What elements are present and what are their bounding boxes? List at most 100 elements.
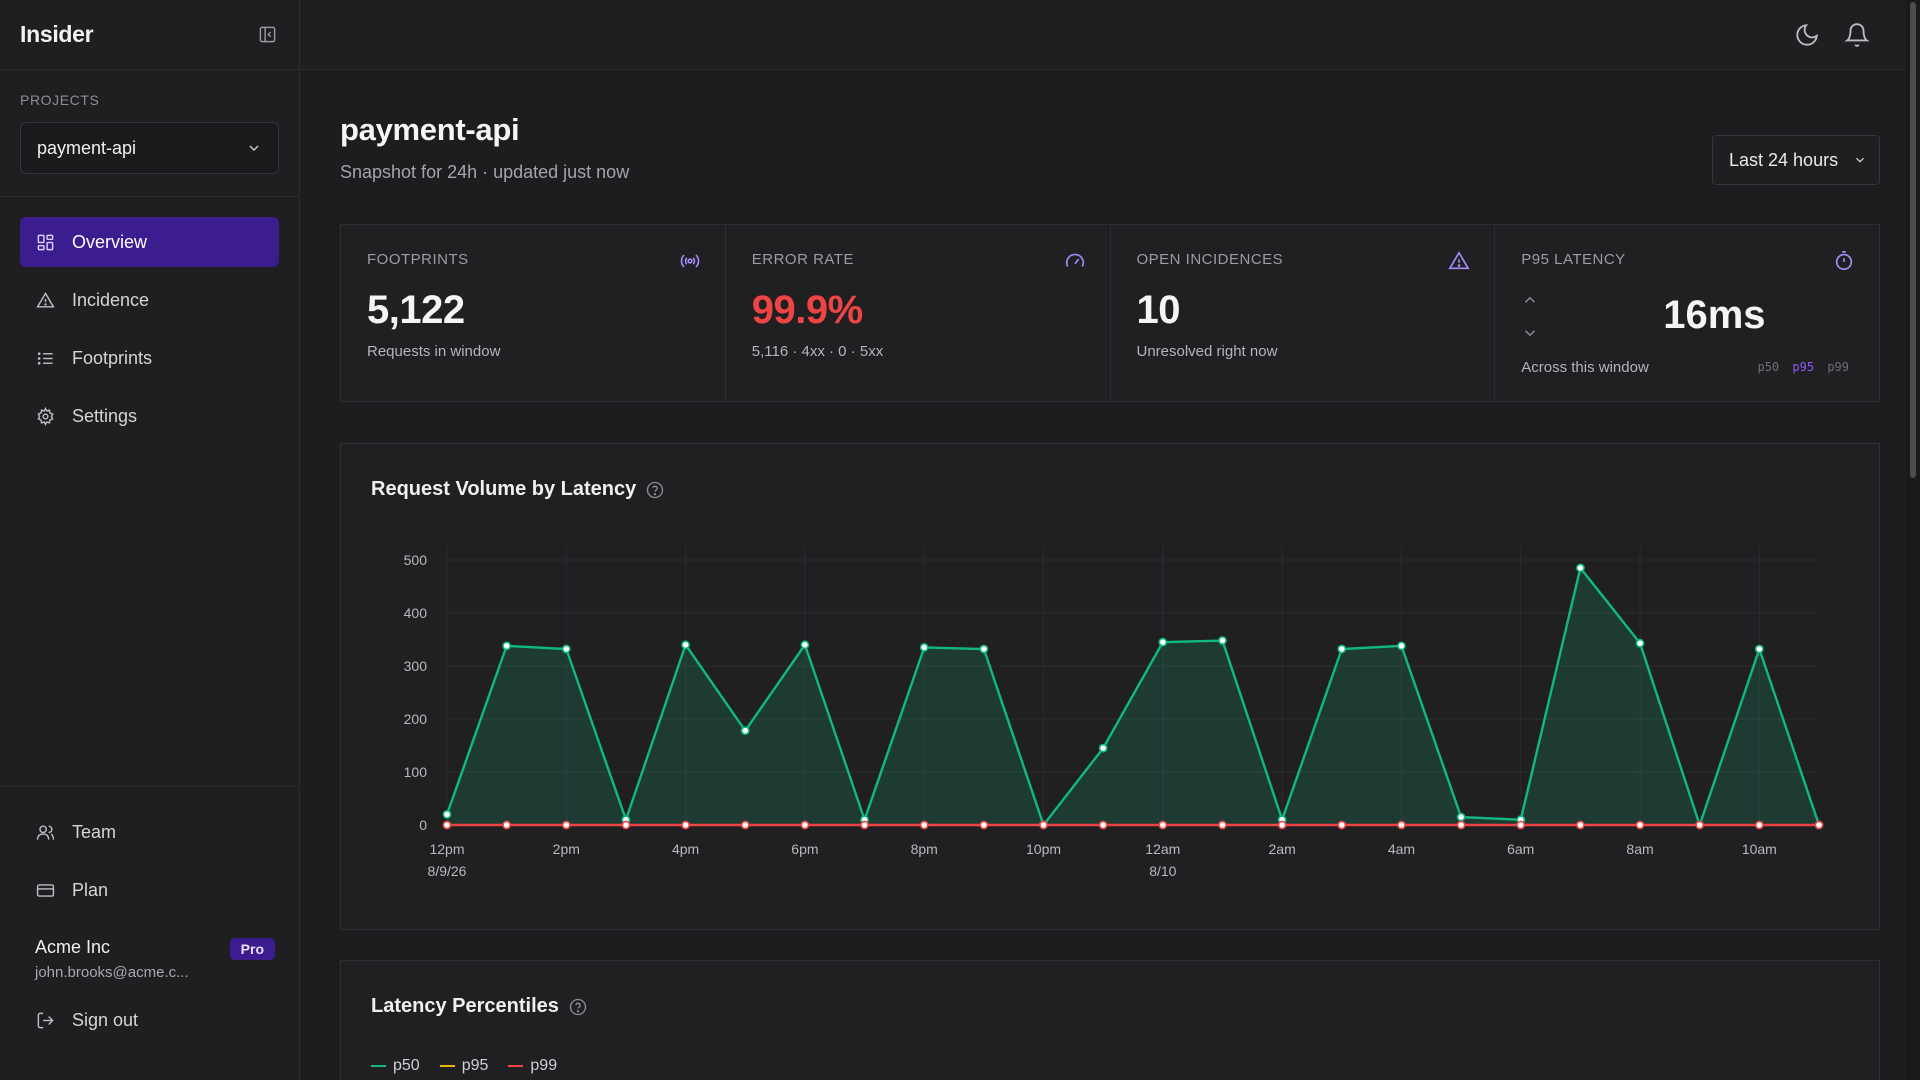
data-point[interactable] <box>1098 820 1108 830</box>
theme-toggle-button[interactable] <box>1794 22 1820 48</box>
kpi-p95-latency: P95 LATENCY 16ms Across this window p50 … <box>1495 225 1879 401</box>
data-point[interactable] <box>1397 820 1406 830</box>
account-card[interactable]: Acme Inc john.brooks@acme.c... Pro <box>20 923 280 995</box>
data-point[interactable] <box>442 820 452 830</box>
data-point[interactable] <box>681 640 691 650</box>
kpi-label: P95 LATENCY <box>1521 251 1626 268</box>
data-point[interactable] <box>1397 641 1406 651</box>
gear-icon <box>34 405 56 427</box>
data-point[interactable] <box>442 809 452 819</box>
nav-item-overview[interactable]: Overview <box>20 217 279 267</box>
legend-label: p50 <box>393 1057 420 1074</box>
data-point[interactable] <box>1158 637 1168 647</box>
notifications-button[interactable] <box>1844 22 1870 48</box>
data-point[interactable] <box>1337 644 1347 654</box>
chevron-down-icon[interactable] <box>1521 326 1539 340</box>
data-point[interactable] <box>1158 820 1168 830</box>
legend-item-p95[interactable]: p95 <box>439 1057 488 1075</box>
sign-out-button[interactable]: Sign out <box>20 995 280 1045</box>
chevron-up-icon[interactable] <box>1521 293 1539 307</box>
nav-item-incidence[interactable]: Incidence <box>20 275 279 325</box>
data-point[interactable] <box>979 644 989 654</box>
kpi-value: 99.9% <box>751 288 863 332</box>
data-point[interactable] <box>1754 820 1764 830</box>
data-point[interactable] <box>1456 820 1466 830</box>
project-select-value: payment-api <box>37 137 137 158</box>
data-point[interactable] <box>1218 636 1227 645</box>
data-point[interactable] <box>1754 644 1764 654</box>
nav-item-label: Overview <box>72 231 148 252</box>
help-icon[interactable] <box>569 998 587 1016</box>
broadcast-icon <box>680 254 700 268</box>
data-point[interactable] <box>1456 812 1466 822</box>
data-point[interactable] <box>1814 820 1824 830</box>
data-point[interactable] <box>1039 820 1048 830</box>
scrollbar-thumb[interactable] <box>1910 2 1916 478</box>
account-email: john.brooks@acme.c... <box>35 964 189 981</box>
collapse-sidebar-button[interactable] <box>255 23 279 47</box>
data-point[interactable] <box>1635 820 1645 830</box>
data-point[interactable] <box>502 641 512 651</box>
x-tick-sublabel: 8/9/26 <box>428 863 467 879</box>
data-point[interactable] <box>860 820 869 830</box>
x-tick-label: 4pm <box>672 841 699 857</box>
nav-item-footprints[interactable]: Footprints <box>20 333 279 383</box>
data-point[interactable] <box>1098 743 1108 753</box>
data-point[interactable] <box>979 820 989 830</box>
data-point[interactable] <box>561 820 571 830</box>
data-point[interactable] <box>1516 820 1526 830</box>
data-point[interactable] <box>1218 820 1227 830</box>
request-volume-card: Request Volume by Latency 0 100 200 300 400 5… <box>340 443 1880 930</box>
sidebar-collapse-icon <box>259 26 275 43</box>
data-point[interactable] <box>740 820 750 830</box>
sidebar: Insider PROJECTS payment-api Overview In… <box>0 0 300 1080</box>
moon-icon <box>1796 24 1818 46</box>
x-tick-label: 2pm <box>553 841 580 857</box>
projects-label: PROJECTS <box>20 92 100 108</box>
data-point[interactable] <box>1277 820 1287 830</box>
nav-item-label: Incidence <box>72 289 150 310</box>
data-point[interactable] <box>502 820 512 830</box>
help-icon[interactable] <box>646 481 664 499</box>
data-point[interactable] <box>800 820 810 830</box>
page-scrollbar[interactable] <box>1906 0 1920 1080</box>
data-point[interactable] <box>1635 638 1645 648</box>
kpi-value: 5,122 <box>367 288 465 332</box>
data-point[interactable] <box>740 726 750 736</box>
data-point[interactable] <box>681 820 691 830</box>
legend-swatch <box>371 1065 386 1067</box>
time-range-select[interactable]: Last 24 hours <box>1712 135 1880 185</box>
latency-percentiles-card: Latency Percentiles p50 p95 p99 <box>340 960 1880 1080</box>
main-nav: Overview Incidence Footprints Settings <box>0 197 299 469</box>
data-point[interactable] <box>561 644 571 654</box>
percentile-option-p50[interactable]: p50 <box>1757 360 1780 374</box>
warning-triangle-icon <box>1448 251 1470 270</box>
legend-item-p99[interactable]: p99 <box>508 1057 557 1075</box>
y-tick-label: 300 <box>404 658 428 674</box>
nav-item-settings[interactable]: Settings <box>20 391 279 441</box>
percentile-stepper[interactable] <box>1521 293 1541 343</box>
data-point[interactable] <box>1337 820 1347 830</box>
data-point[interactable] <box>919 820 929 830</box>
data-point[interactable] <box>919 643 929 652</box>
x-tick-label: 8am <box>1626 841 1653 857</box>
bell-icon <box>1844 23 1870 47</box>
x-tick-label: 12pm <box>429 841 464 857</box>
card-title-text: Latency Percentiles <box>371 995 559 1017</box>
nav-item-team[interactable]: Team <box>20 807 280 857</box>
percentile-option-p95[interactable]: p95 <box>1792 360 1815 374</box>
nav-item-label: Plan <box>72 879 109 900</box>
x-tick-sublabel: 8/10 <box>1149 863 1176 879</box>
legend-item-p50[interactable]: p50 <box>371 1057 420 1075</box>
data-point[interactable] <box>800 640 810 650</box>
data-point[interactable] <box>1695 820 1705 830</box>
nav-item-plan[interactable]: Plan <box>20 865 280 915</box>
kpi-note: Unresolved right now <box>1136 343 1278 360</box>
project-select[interactable]: payment-api <box>20 122 279 174</box>
data-point[interactable] <box>621 820 631 830</box>
data-point[interactable] <box>1575 563 1585 573</box>
page-title: payment-api <box>340 112 520 147</box>
logout-icon <box>34 1009 56 1031</box>
data-point[interactable] <box>1575 820 1585 830</box>
percentile-option-p99[interactable]: p99 <box>1827 360 1849 374</box>
